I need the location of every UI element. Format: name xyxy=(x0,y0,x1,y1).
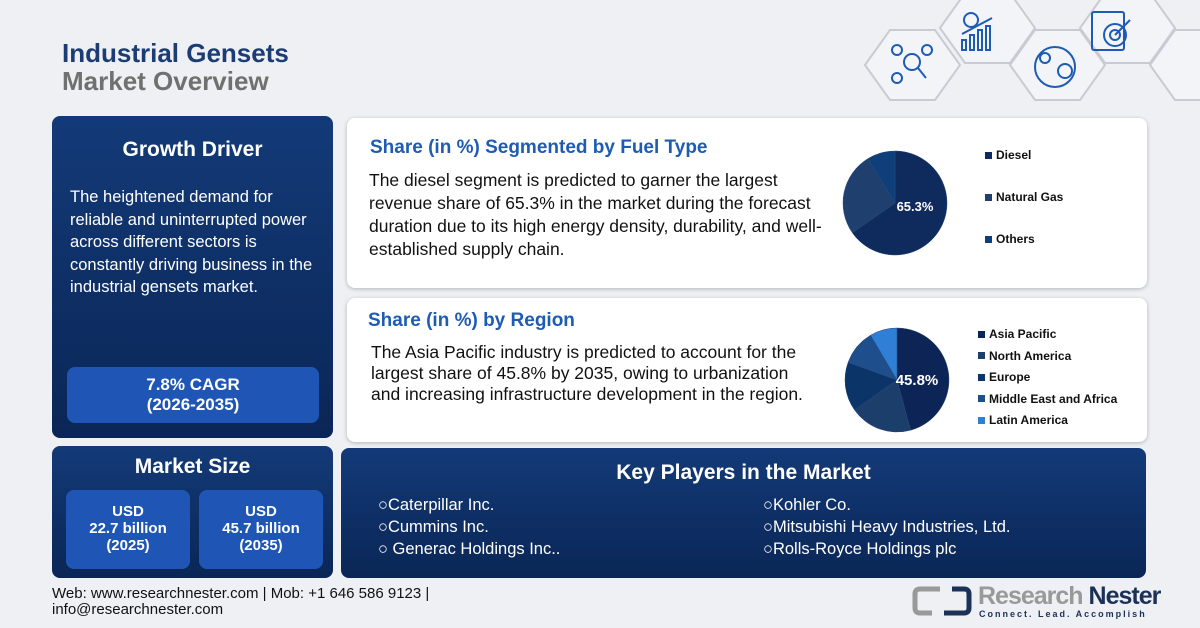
legend-item: Diesel xyxy=(985,148,1063,162)
fuel-pie-chart: 65.3% xyxy=(842,150,948,256)
value: 22.7 billion xyxy=(89,520,167,537)
key-players-left: ○Caterpillar Inc. ○Cummins Inc. ○ Genera… xyxy=(378,494,560,560)
player: ○Rolls-Royce Holdings plc xyxy=(763,540,957,558)
pie-slice-europe xyxy=(844,362,898,411)
pie-data-label: 65.3% xyxy=(897,199,934,214)
player: ○ Generac Holdings Inc.. xyxy=(378,540,561,558)
legend-label: Natural Gas xyxy=(996,190,1064,204)
footer-contact: Web: www.researchnester.com | Mob: +1 64… xyxy=(52,586,429,618)
legend-swatch xyxy=(978,373,985,381)
footer-web-phone: Web: www.researchnester.com | Mob: +1 64… xyxy=(52,585,430,602)
player: ○Mitsubishi Heavy Industries, Ltd. xyxy=(763,518,1011,536)
pie-slice-north-america xyxy=(854,379,911,433)
logo-word2: Nester xyxy=(1088,582,1162,610)
legend-swatch xyxy=(978,395,985,402)
legend-label: Others xyxy=(996,232,1035,246)
legend-label: Europe xyxy=(989,370,1031,384)
currency: USD xyxy=(112,503,144,520)
market-size-2035: USD 45.7 billion (2035) xyxy=(199,490,323,569)
global-market-icon xyxy=(1034,46,1076,88)
player: ○Caterpillar Inc. xyxy=(378,496,495,514)
legend-label: Asia Pacific xyxy=(989,327,1057,341)
page-subtitle: Market Overview xyxy=(62,66,269,96)
growth-chart-icon xyxy=(961,12,993,51)
legend-label: Diesel xyxy=(996,148,1032,162)
pie-data-label: 45.8% xyxy=(896,372,939,389)
fuel-title: Share (in %) Segmented by Fuel Type xyxy=(370,137,708,158)
growth-driver-panel: Growth Driver The heightened demand for … xyxy=(52,116,333,438)
target-clipboard-icon xyxy=(1091,11,1131,51)
player: ○Kohler Co. xyxy=(763,496,851,514)
legend-item: Others xyxy=(985,232,1063,246)
legend-item: North America xyxy=(978,349,1117,363)
cagr-box: 7.8% CAGR (2026-2035) xyxy=(67,367,319,423)
market-size-panel: Market Size USD 22.7 billion (2025) USD … xyxy=(52,446,333,578)
legend-item: Latin America xyxy=(978,413,1117,427)
key-players-right: ○Kohler Co. ○Mitsubishi Heavy Industries… xyxy=(763,494,1010,560)
legend-swatch xyxy=(978,330,985,338)
legend-item: Middle East and Africa xyxy=(978,392,1117,406)
logo-tagline: Connect. Lead. Accomplish xyxy=(979,609,1147,619)
region-text: The Asia Pacific industry is predicted t… xyxy=(371,342,803,404)
growth-driver-text: The heightened demand for reliable and u… xyxy=(70,188,313,296)
legend-item: Europe xyxy=(978,370,1117,384)
key-players-title: Key Players in the Market xyxy=(616,461,871,484)
pie-slice-natural-gas xyxy=(842,158,896,234)
currency: USD xyxy=(245,503,277,520)
growth-driver-title: Growth Driver xyxy=(122,138,263,161)
region-pie-chart: 45.8% xyxy=(844,327,950,433)
legend-label: Middle East and Africa xyxy=(989,391,1118,406)
cagr-period: (2026-2035) xyxy=(146,395,240,414)
logo-mark-icon xyxy=(912,586,972,616)
legend-item: Natural Gas xyxy=(985,190,1063,204)
logo-word1: Research xyxy=(978,582,1084,610)
footer-email: info@researchnester.com xyxy=(52,601,224,618)
fuel-type-card: Share (in %) Segmented by Fuel Type The … xyxy=(347,118,1147,288)
market-size-title: Market Size xyxy=(134,455,251,478)
fuel-legend: Diesel Natural Gas Others xyxy=(985,148,1063,274)
pie-slice-others xyxy=(867,150,896,204)
legend-swatch xyxy=(978,352,985,359)
legend-swatch xyxy=(985,235,992,243)
pie-slice-asia-pacific xyxy=(896,327,950,431)
year: (2035) xyxy=(239,537,283,554)
hexagon-decoration xyxy=(863,0,1200,101)
player: ○Cummins Inc. xyxy=(378,518,489,536)
fuel-text: The diesel segment is predicted to garne… xyxy=(369,170,822,259)
legend-label: North America xyxy=(989,348,1072,363)
key-players-panel: Key Players in the Market ○Caterpillar I… xyxy=(341,448,1146,578)
market-size-2025: USD 22.7 billion (2025) xyxy=(66,490,190,569)
page-title: Industrial Gensets xyxy=(62,38,289,68)
research-nester-logo: Research Nester Connect. Lead. Accomplis… xyxy=(912,582,1161,623)
network-search-icon xyxy=(891,44,933,84)
region-card: Share (in %) by Region The Asia Pacific … xyxy=(347,298,1147,442)
region-legend: Asia Pacific North America Europe Middle Ea… xyxy=(978,327,1117,435)
legend-swatch xyxy=(985,193,992,201)
legend-swatch xyxy=(985,151,992,159)
legend-swatch xyxy=(978,416,985,424)
region-title: Share (in %) by Region xyxy=(368,310,575,331)
value: 45.7 billion xyxy=(222,520,300,537)
pie-slice-diesel xyxy=(852,150,948,256)
pie-slice-latin-america xyxy=(870,327,898,381)
year: (2025) xyxy=(106,537,150,554)
cagr-value: 7.8% CAGR xyxy=(146,375,240,394)
legend-item: Asia Pacific xyxy=(978,327,1117,341)
legend-label: Latin America xyxy=(989,413,1068,427)
